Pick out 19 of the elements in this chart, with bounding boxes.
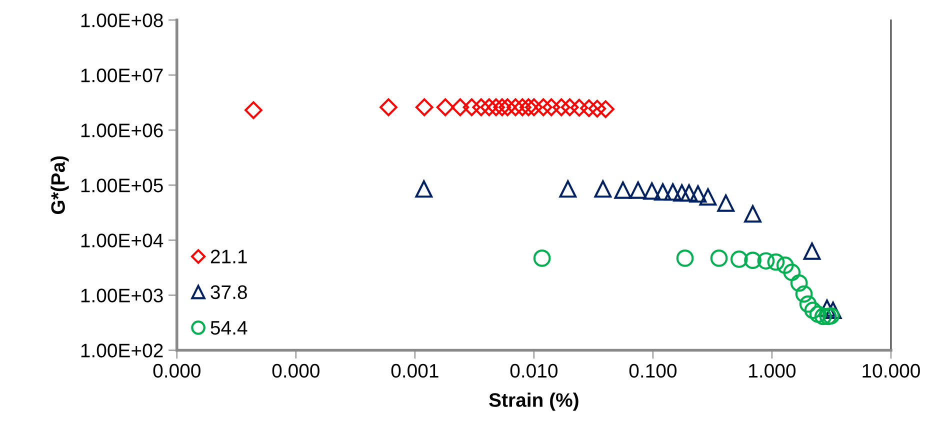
y-tick-label: 1.00E+04 xyxy=(81,234,164,248)
y-tick-label: 1.00E+05 xyxy=(81,178,163,192)
x-tick-label: 0.000 xyxy=(153,364,200,378)
x-axis-title: Strain (%) xyxy=(489,392,578,411)
x-tick-label: 1.000 xyxy=(749,364,796,378)
y-tick-label: 1.00E+02 xyxy=(81,344,163,358)
x-tick-label: 0.100 xyxy=(629,364,677,378)
y-axis-title: G*(Pa) xyxy=(50,156,69,214)
y-tick-label: 1.00E+08 xyxy=(81,13,163,28)
y-tick-label: 1.00E+07 xyxy=(81,68,163,82)
x-tick-label: 0.001 xyxy=(391,364,438,378)
y-tick-label: 1.00E+03 xyxy=(81,288,163,302)
legend-label: 37.8 xyxy=(210,285,247,300)
legend-label: 54.4 xyxy=(210,321,248,335)
y-tick-label: 1.00E+06 xyxy=(81,124,163,138)
x-tick-label: 0.010 xyxy=(510,364,558,378)
x-tick-label: 0.000 xyxy=(272,364,320,378)
legend-label: 21.1 xyxy=(210,250,247,264)
x-tick-label: 10.000 xyxy=(862,364,920,378)
